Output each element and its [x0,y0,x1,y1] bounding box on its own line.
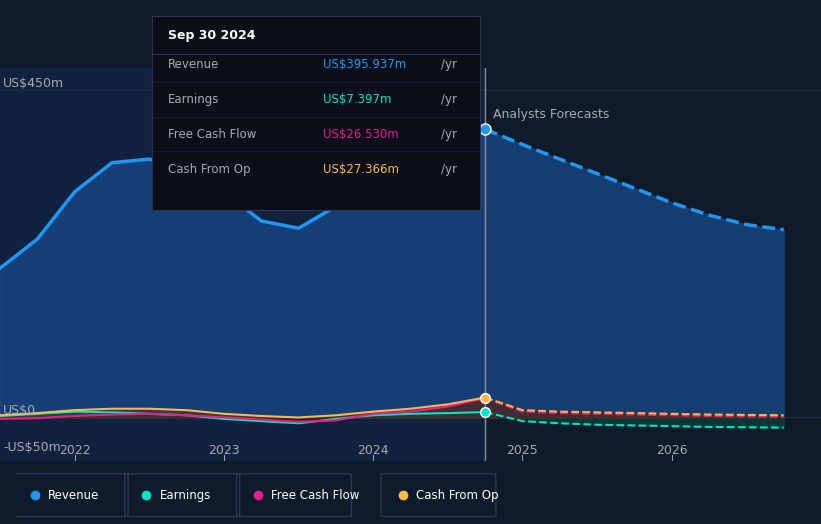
Text: Earnings: Earnings [159,489,211,501]
Text: Free Cash Flow: Free Cash Flow [168,128,257,141]
Text: Earnings: Earnings [168,93,220,106]
Bar [485,68,821,461]
Text: /yr: /yr [441,163,456,176]
Text: 2025: 2025 [507,444,539,457]
Text: Cash From Op: Cash From Op [415,489,498,501]
Text: Past: Past [447,108,478,121]
Bar [0,68,485,461]
Text: US$395.937m: US$395.937m [323,58,406,71]
Text: /yr: /yr [441,93,456,106]
Text: Analysts Forecasts: Analysts Forecasts [493,108,609,121]
Text: Sep 30 2024: Sep 30 2024 [168,29,256,42]
Text: 2023: 2023 [208,444,240,457]
Text: -US$50m: -US$50m [3,441,61,454]
Text: Revenue: Revenue [168,58,220,71]
Text: US$26.530m: US$26.530m [323,128,398,141]
Text: /yr: /yr [441,58,456,71]
Text: US$0: US$0 [3,405,36,418]
Text: Revenue: Revenue [48,489,99,501]
Text: 2026: 2026 [656,444,687,457]
Text: 2024: 2024 [357,444,389,457]
Text: /yr: /yr [441,128,456,141]
Text: US$27.366m: US$27.366m [323,163,399,176]
Text: 2022: 2022 [59,444,90,457]
Text: US$450m: US$450m [3,77,64,90]
Text: Free Cash Flow: Free Cash Flow [271,489,360,501]
Text: Cash From Op: Cash From Op [168,163,250,176]
Text: US$7.397m: US$7.397m [323,93,391,106]
